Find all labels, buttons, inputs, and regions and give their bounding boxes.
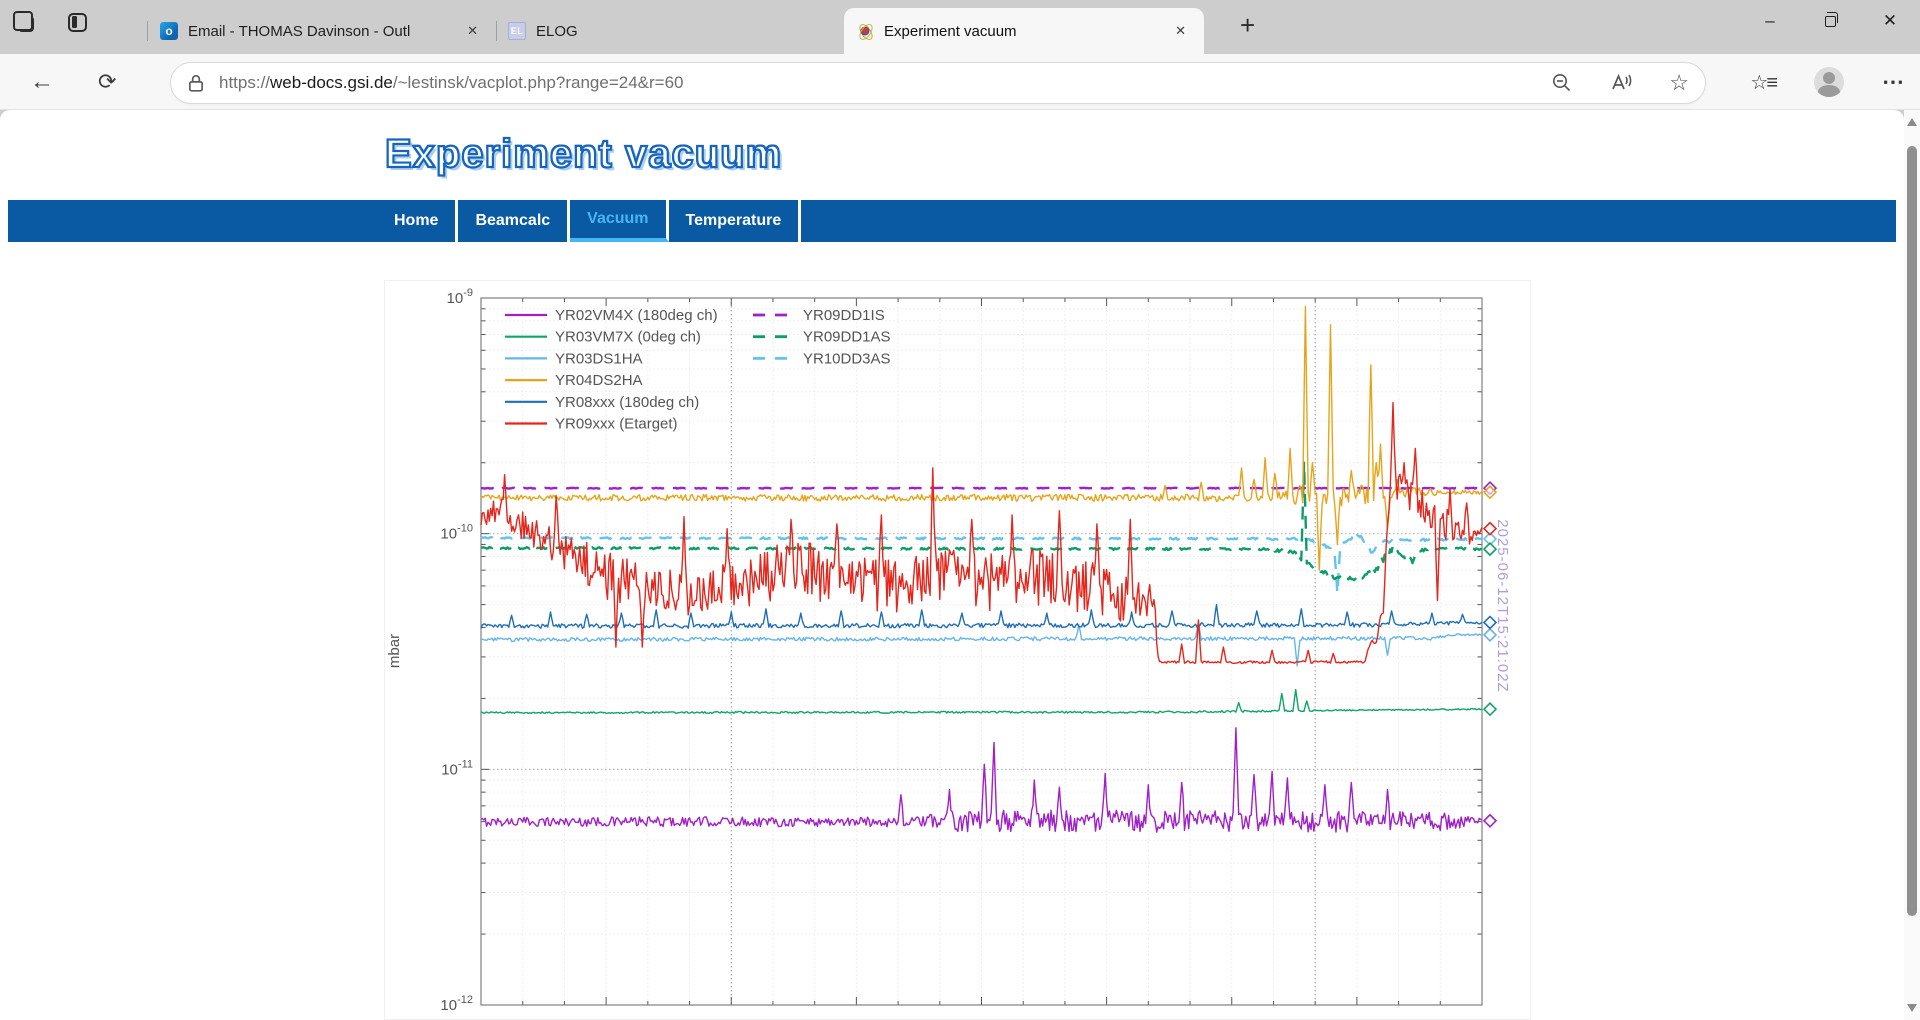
tab-title: ELOG	[536, 22, 578, 40]
nav-item-beamcalc[interactable]: Beamcalc	[458, 200, 571, 242]
svg-text:YR03VM7X (0deg ch): YR03VM7X (0deg ch)	[555, 329, 701, 346]
svg-text:YR02VM4X (180deg ch): YR02VM4X (180deg ch)	[555, 307, 718, 324]
url-host: web-docs.gsi.de	[270, 73, 393, 92]
svg-text:YR04DS2HA: YR04DS2HA	[555, 372, 643, 389]
zoom-out-icon[interactable]	[1551, 72, 1573, 94]
vacuum-plot: 10-9 10-10 10-11 10-12 mbar 2025-06-12T15:21:…	[384, 280, 1531, 1020]
svg-text:10-9: 10-9	[447, 287, 473, 307]
svg-text:2025-06-12T15:21:02Z: 2025-06-12T15:21:02Z	[1494, 519, 1511, 692]
svg-text:10-12: 10-12	[440, 994, 473, 1014]
svg-text:YR09xxx (Etarget): YR09xxx (Etarget)	[555, 416, 678, 433]
svg-text:YR09DD1AS: YR09DD1AS	[803, 329, 891, 346]
address-bar[interactable]: https://web-docs.gsi.de/~lestinsk/vacplo…	[170, 62, 1706, 104]
lock-icon	[189, 75, 203, 92]
tab-separator	[496, 21, 497, 41]
scroll-down-icon[interactable]	[1907, 1004, 1917, 1012]
nav-item-temperature[interactable]: Temperature	[669, 200, 802, 242]
close-window-button[interactable]: ✕	[1882, 11, 1898, 30]
svg-text:mbar: mbar	[386, 634, 403, 668]
tab-elog[interactable]: EL ELOG	[496, 8, 844, 54]
vacuum-chart-svg: 10-9 10-10 10-11 10-12 mbar 2025-06-12T15:21:…	[386, 287, 1511, 1014]
browser-toolbar: ← ⟳ https://web-docs.gsi.de/~lestinsk/va…	[0, 54, 1920, 110]
profile-avatar[interactable]	[1814, 67, 1844, 97]
restore-icon	[1824, 12, 1838, 27]
favorite-star-icon[interactable]: ☆	[1669, 70, 1689, 95]
svg-text:YR08xxx (180deg ch): YR08xxx (180deg ch)	[555, 394, 699, 411]
tab-actions-icon[interactable]	[68, 12, 87, 32]
svg-text:YR09DD1IS: YR09DD1IS	[803, 307, 885, 324]
scrollbar-thumb[interactable]	[1907, 146, 1917, 916]
elog-favicon: EL	[508, 22, 526, 40]
scroll-up-icon[interactable]	[1907, 118, 1917, 126]
url-path: /~lestinsk/vacplot.php?range=24&r=60	[392, 73, 684, 92]
tab-strip: o Email - THOMAS Davinson - Outl ✕ EL EL…	[0, 0, 1920, 54]
workspaces-icon[interactable]	[13, 11, 34, 32]
tab-email[interactable]: o Email - THOMAS Davinson - Outl ✕	[147, 8, 496, 54]
svg-text:10-11: 10-11	[441, 758, 473, 778]
tab-title: Email - THOMAS Davinson - Outl	[188, 22, 411, 40]
read-aloud-icon[interactable]	[1609, 72, 1633, 94]
url-scheme: https://	[219, 73, 271, 92]
url-text: https://web-docs.gsi.de/~lestinsk/vacplo…	[219, 73, 1539, 93]
settings-menu-icon[interactable]: ⋯	[1882, 69, 1906, 94]
page-title: Experiment vacuum	[384, 131, 783, 177]
tab-experiment-vacuum[interactable]: Experiment vacuum ✕	[844, 8, 1204, 54]
nav-item-vacuum[interactable]: Vacuum	[570, 200, 669, 242]
favorites-hub-icon[interactable]: ☆≡	[1750, 71, 1778, 94]
tab-title: Experiment vacuum	[884, 22, 1017, 40]
page-content: Experiment vacuum Home Beamcalc Vacuum T…	[0, 110, 1904, 1020]
restore-button[interactable]	[1800, 0, 1860, 42]
tab-close-icon[interactable]: ✕	[1175, 23, 1186, 38]
page-scrollbar[interactable]	[1904, 110, 1920, 1020]
tab-close-icon[interactable]: ✕	[467, 23, 478, 38]
site-navbar: Home Beamcalc Vacuum Temperature	[8, 200, 1896, 242]
back-button[interactable]: ←	[30, 68, 54, 95]
new-tab-button[interactable]: +	[1240, 10, 1256, 40]
svg-text:10-10: 10-10	[440, 523, 473, 543]
svg-text:YR03DS1HA: YR03DS1HA	[555, 350, 643, 367]
svg-text:YR10DD3AS: YR10DD3AS	[803, 350, 891, 367]
outlook-favicon: o	[160, 22, 178, 40]
refresh-button[interactable]: ⟳	[98, 69, 117, 94]
minimize-button[interactable]: –	[1765, 11, 1775, 30]
nav-item-home[interactable]: Home	[377, 200, 459, 242]
atom-favicon	[856, 22, 874, 40]
